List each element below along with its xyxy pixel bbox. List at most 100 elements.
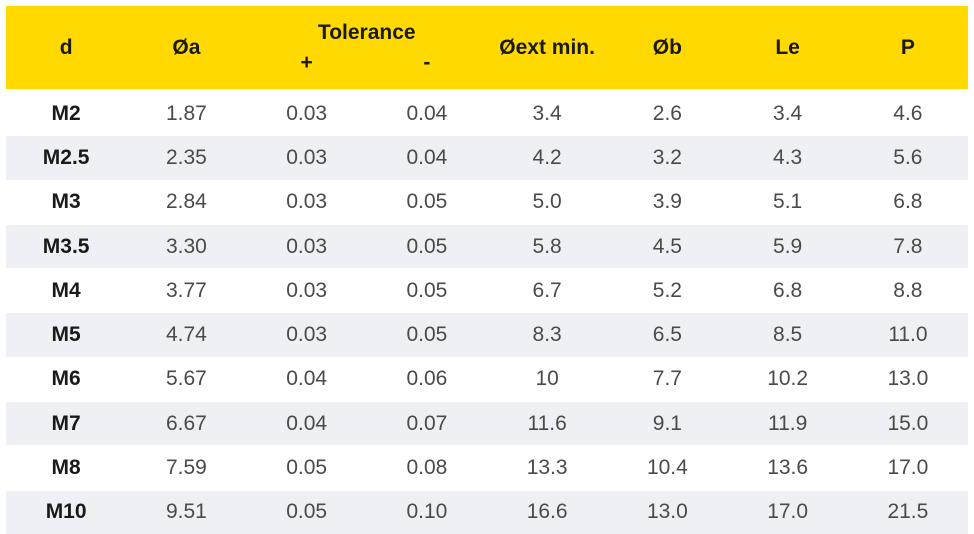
table-row: M6 5.67 0.04 0.06 10 7.7 10.2 13.0 (6, 356, 968, 402)
cell-diameter-b: 7.7 (607, 356, 728, 402)
table-body: M2 1.87 0.03 0.04 3.4 2.6 3.4 4.6 M2.5 2.35 0.03 0.… (6, 89, 968, 534)
cell-diameter-a: 7.59 (126, 445, 247, 491)
cell-tolerance-plus: 0.04 (246, 401, 367, 446)
cell-diameter-b: 6.5 (607, 312, 728, 358)
table-row: M4 3.77 0.03 0.05 6.7 5.2 6.8 8.8 (6, 268, 968, 313)
cell-p: 5.6 (847, 135, 968, 181)
cell-tolerance-plus: 0.03 (246, 223, 367, 269)
cell-d: M4 (6, 268, 127, 313)
header-ext-min: Øext min. (487, 6, 608, 89)
cell-p: 8.8 (847, 268, 968, 313)
header-le: Le (727, 6, 848, 89)
header-diameter-b: Øb (607, 6, 728, 89)
cell-tolerance-plus: 0.05 (246, 489, 367, 534)
cell-d: M2 (6, 90, 127, 136)
header-tolerance-minus: - (366, 47, 487, 89)
cell-diameter-b: 13.0 (607, 489, 728, 534)
cell-d: M2.5 (6, 135, 127, 181)
cell-ext-min: 5.0 (487, 179, 608, 225)
cell-le: 5.9 (727, 223, 848, 269)
cell-p: 15.0 (847, 401, 968, 446)
table-row: M2 1.87 0.03 0.04 3.4 2.6 3.4 4.6 (6, 90, 968, 136)
cell-ext-min: 16.6 (487, 489, 608, 534)
cell-ext-min: 8.3 (487, 312, 608, 358)
cell-diameter-b: 10.4 (607, 445, 728, 491)
cell-ext-min: 6.7 (487, 268, 608, 313)
cell-tolerance-minus: 0.07 (366, 401, 487, 446)
header-diameter-a: Øa (126, 6, 247, 89)
cell-le: 4.3 (727, 135, 848, 181)
table-row: M5 4.74 0.03 0.05 8.3 6.5 8.5 11.0 (6, 312, 968, 358)
cell-le: 13.6 (727, 445, 848, 491)
cell-le: 3.4 (727, 90, 848, 136)
thread-spec-table: d Øa Tolerance Øext min. Øb Le P + - M2 1… (6, 6, 968, 534)
cell-diameter-b: 4.5 (607, 223, 728, 269)
cell-le: 6.8 (727, 268, 848, 313)
cell-le: 17.0 (727, 489, 848, 534)
table-row: M3 2.84 0.03 0.05 5.0 3.9 5.1 6.8 (6, 179, 968, 225)
cell-d: M7 (6, 401, 127, 446)
table-row: M10 9.51 0.05 0.10 16.6 13.0 17.0 21.5 (6, 489, 968, 534)
cell-le: 10.2 (727, 356, 848, 402)
cell-tolerance-minus: 0.08 (366, 445, 487, 491)
table-row: M7 6.67 0.04 0.07 11.6 9.1 11.9 15.0 (6, 401, 968, 446)
table-row: M2.5 2.35 0.03 0.04 4.2 3.2 4.3 5.6 (6, 135, 968, 181)
cell-le: 5.1 (727, 179, 848, 225)
header-tolerance: Tolerance (246, 6, 487, 47)
cell-tolerance-plus: 0.03 (246, 312, 367, 358)
cell-le: 8.5 (727, 312, 848, 358)
cell-d: M10 (6, 489, 127, 534)
cell-ext-min: 11.6 (487, 401, 608, 446)
cell-p: 4.6 (847, 90, 968, 136)
cell-diameter-a: 6.67 (126, 401, 247, 446)
header-d: d (6, 6, 127, 89)
cell-diameter-a: 4.74 (126, 312, 247, 358)
cell-diameter-a: 1.87 (126, 90, 247, 136)
cell-tolerance-minus: 0.05 (366, 312, 487, 358)
cell-diameter-b: 3.2 (607, 135, 728, 181)
cell-d: M3 (6, 179, 127, 225)
cell-p: 6.8 (847, 179, 968, 225)
cell-tolerance-plus: 0.04 (246, 356, 367, 402)
cell-ext-min: 4.2 (487, 135, 608, 181)
cell-diameter-a: 2.84 (126, 179, 247, 225)
cell-diameter-a: 2.35 (126, 135, 247, 181)
cell-le: 11.9 (727, 401, 848, 446)
cell-tolerance-minus: 0.05 (366, 223, 487, 269)
cell-d: M8 (6, 445, 127, 491)
cell-p: 21.5 (847, 489, 968, 534)
cell-d: M3.5 (6, 223, 127, 269)
cell-p: 17.0 (847, 445, 968, 491)
cell-p: 7.8 (847, 223, 968, 269)
cell-tolerance-minus: 0.05 (366, 179, 487, 225)
cell-p: 13.0 (847, 356, 968, 402)
table-row: M3.5 3.30 0.03 0.05 5.8 4.5 5.9 7.8 (6, 223, 968, 269)
table-row: M8 7.59 0.05 0.08 13.3 10.4 13.6 17.0 (6, 445, 968, 491)
header-p: P (847, 6, 968, 89)
cell-p: 11.0 (847, 312, 968, 358)
cell-tolerance-minus: 0.05 (366, 268, 487, 313)
cell-diameter-b: 5.2 (607, 268, 728, 313)
cell-tolerance-plus: 0.03 (246, 90, 367, 136)
cell-diameter-a: 3.30 (126, 223, 247, 269)
cell-diameter-b: 2.6 (607, 90, 728, 136)
cell-tolerance-plus: 0.03 (246, 135, 367, 181)
cell-ext-min: 3.4 (487, 90, 608, 136)
table-header: d Øa Tolerance Øext min. Øb Le P + - (6, 6, 968, 89)
header-tolerance-plus: + (246, 47, 367, 89)
cell-diameter-b: 9.1 (607, 401, 728, 446)
cell-diameter-a: 3.77 (126, 268, 247, 313)
cell-ext-min: 13.3 (487, 445, 608, 491)
cell-tolerance-minus: 0.06 (366, 356, 487, 402)
cell-diameter-a: 5.67 (126, 356, 247, 402)
cell-diameter-b: 3.9 (607, 179, 728, 225)
cell-d: M6 (6, 356, 127, 402)
cell-ext-min: 10 (487, 356, 608, 402)
cell-tolerance-minus: 0.10 (366, 489, 487, 534)
cell-tolerance-plus: 0.05 (246, 445, 367, 491)
cell-diameter-a: 9.51 (126, 489, 247, 534)
cell-d: M5 (6, 312, 127, 358)
cell-ext-min: 5.8 (487, 223, 608, 269)
cell-tolerance-minus: 0.04 (366, 90, 487, 136)
cell-tolerance-plus: 0.03 (246, 268, 367, 313)
